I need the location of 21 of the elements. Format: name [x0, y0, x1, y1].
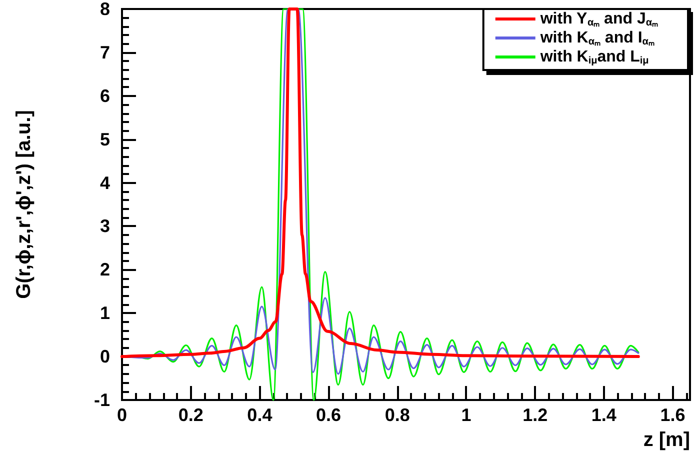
x-tick-label: 0.6	[316, 405, 342, 425]
x-tick-label: 1.2	[522, 405, 548, 425]
y-tick-label: 4	[100, 172, 110, 193]
x-axis-title: z [m]	[643, 429, 690, 451]
y-tick-label: 3	[100, 216, 110, 236]
x-tick-label: 0	[116, 405, 128, 425]
y-tick-label: 2	[100, 260, 110, 280]
y-tick-label: -1	[94, 390, 110, 410]
y-tick-label: 5	[100, 129, 110, 150]
y-axis-title: G(r,ϕ,z,r',ϕ',z') [a.u.]	[13, 110, 35, 299]
x-tick-label: 0.4	[247, 405, 272, 425]
x-tick-label: 1.6	[660, 405, 686, 425]
y-tick-label: 7	[100, 42, 110, 62]
y-tick-label: 1	[100, 303, 110, 324]
y-tick-label: 6	[100, 86, 110, 106]
y-tick-label: 8	[100, 0, 110, 19]
x-tick-label: 0.2	[178, 405, 204, 425]
y-tick-label: 0	[100, 346, 110, 367]
x-tick-label: 1	[461, 405, 472, 425]
x-tick-label: 0.8	[384, 405, 410, 425]
x-tick-label: 1.4	[591, 405, 616, 425]
